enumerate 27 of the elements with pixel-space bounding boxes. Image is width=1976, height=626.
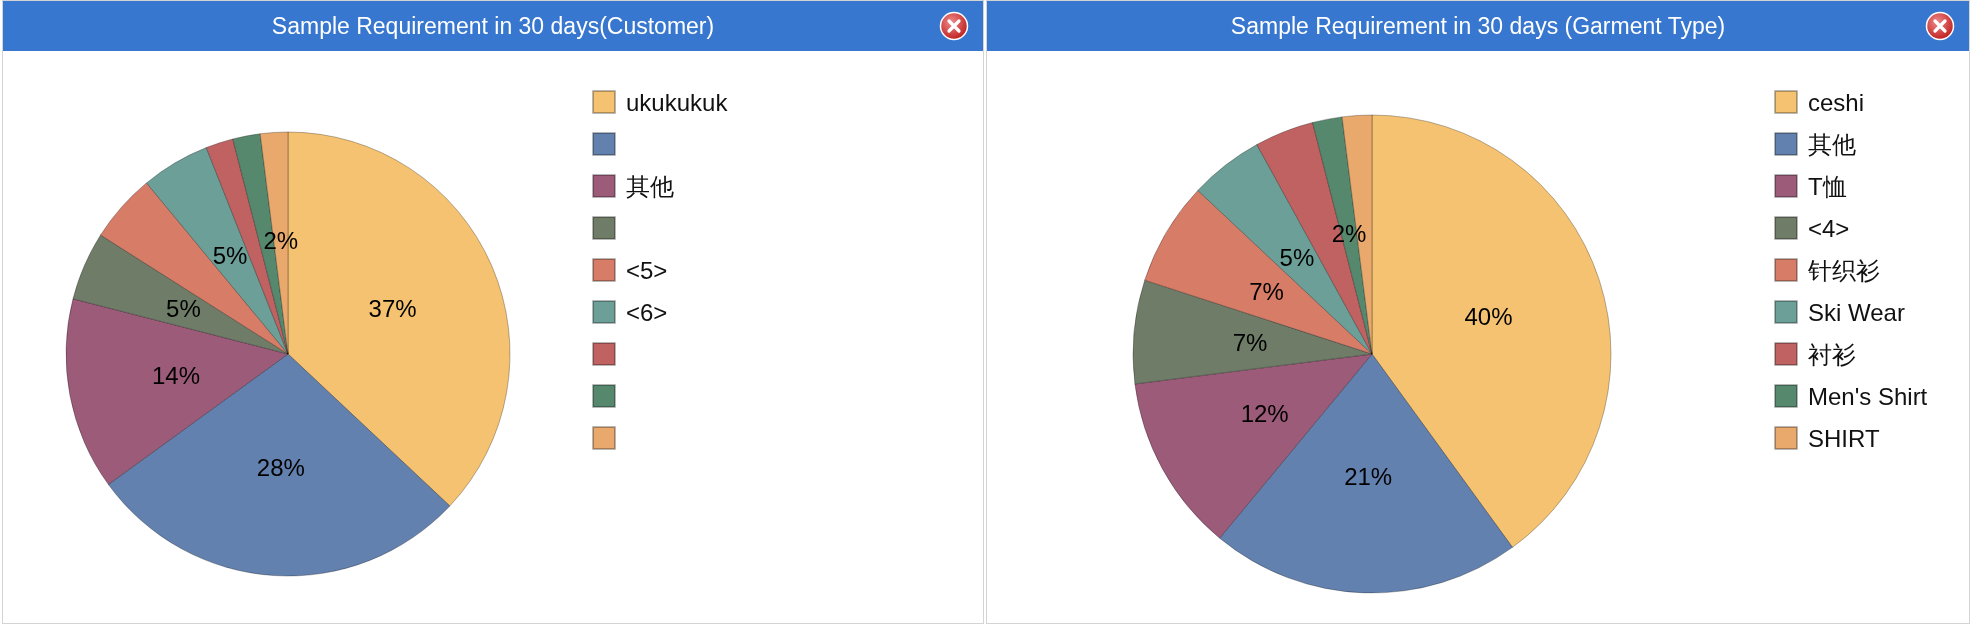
data-label: 5%	[1279, 243, 1315, 271]
chart-title: Sample Requirement in 30 days (Garment Type)	[1230, 13, 1726, 39]
data-label: 5%	[166, 295, 201, 323]
legend-label: Ski Wear	[1808, 298, 1905, 326]
data-label: 40%	[1464, 302, 1513, 330]
data-label: 28%	[256, 454, 305, 482]
data-label: 12%	[1240, 399, 1289, 427]
data-label: 14%	[152, 361, 201, 389]
data-label: 2%	[1331, 220, 1367, 248]
legend-label: ukukukuk	[626, 88, 729, 116]
data-label: 7%	[1232, 328, 1268, 356]
legend-label: <4>	[1808, 214, 1850, 242]
data-label: 5%	[212, 242, 248, 270]
legend-label: 其他	[626, 172, 674, 200]
data-label: 37%	[368, 295, 417, 323]
legend-label: <6>	[626, 298, 668, 326]
legend-label: T恤	[1808, 172, 1847, 200]
data-label: 21%	[1344, 462, 1393, 490]
legend-label: SHIRT	[1808, 424, 1880, 452]
chart-title: Sample Requirement in 30 days(Customer)	[271, 13, 715, 39]
legend-label: 其他	[1808, 130, 1856, 158]
legend-label: 衬衫	[1808, 340, 1856, 368]
data-label: 7%	[1249, 278, 1284, 306]
legend-label: 针织衫	[1807, 256, 1880, 284]
legend-label: <5>	[626, 256, 668, 284]
legend-label: ceshi	[1808, 88, 1865, 116]
legend-label: Men's Shirt	[1808, 382, 1928, 410]
